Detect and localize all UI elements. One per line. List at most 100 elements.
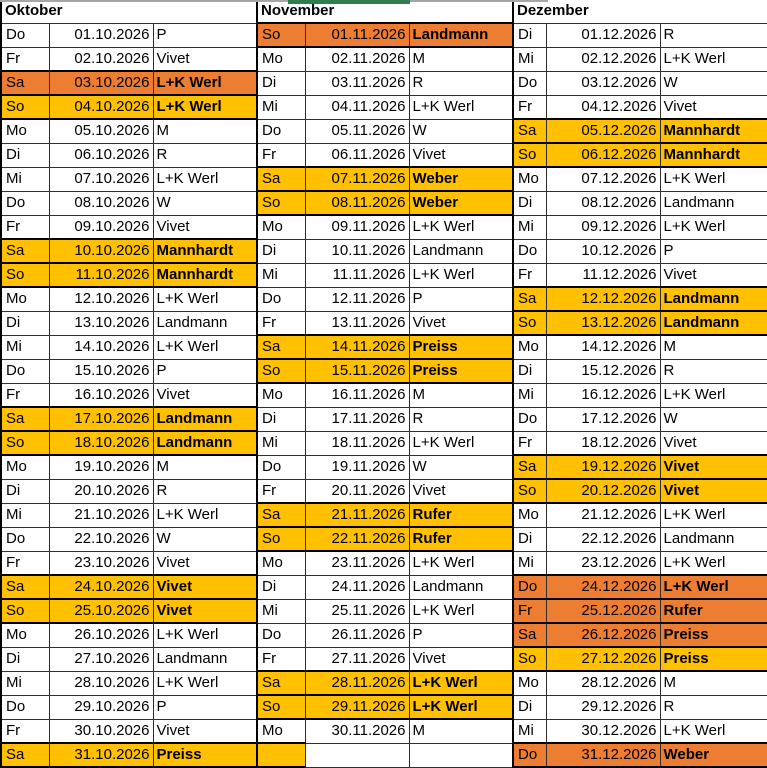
weekday-cell[interactable]: Do <box>0 358 50 384</box>
duty-name-cell[interactable]: Preiss <box>408 358 514 384</box>
duty-name-cell[interactable]: L+K Werl <box>152 166 258 192</box>
date-cell[interactable]: 18.12.2026 <box>545 430 661 456</box>
date-cell[interactable]: 28.11.2026 <box>304 670 410 696</box>
weekday-cell[interactable]: Mo <box>512 334 547 360</box>
duty-name-cell[interactable]: P <box>408 622 514 648</box>
weekday-cell[interactable]: Mi <box>512 214 547 240</box>
weekday-cell[interactable]: So <box>512 142 547 168</box>
date-cell[interactable]: 01.12.2026 <box>545 22 661 48</box>
date-cell[interactable]: 07.11.2026 <box>304 166 410 192</box>
duty-name-cell[interactable]: Vivet <box>152 550 258 576</box>
date-cell[interactable]: 24.10.2026 <box>48 574 154 600</box>
duty-name-cell[interactable]: Rufer <box>408 526 514 552</box>
date-cell[interactable]: 30.11.2026 <box>304 718 410 744</box>
weekday-cell[interactable]: Mi <box>512 718 547 744</box>
duty-name-cell[interactable]: Landmann <box>152 406 258 432</box>
month-title[interactable]: November <box>256 0 513 24</box>
date-cell[interactable]: 29.10.2026 <box>48 694 154 720</box>
weekday-cell[interactable]: Fr <box>0 382 50 408</box>
date-cell[interactable]: 03.11.2026 <box>304 70 410 96</box>
duty-name-cell[interactable]: L+K Werl <box>408 214 514 240</box>
date-cell[interactable]: 22.11.2026 <box>304 526 410 552</box>
date-cell[interactable]: 08.10.2026 <box>48 190 154 216</box>
weekday-cell[interactable]: Mo <box>0 622 50 648</box>
date-cell[interactable]: 22.10.2026 <box>48 526 154 552</box>
date-cell[interactable]: 13.12.2026 <box>545 310 661 336</box>
duty-name-cell[interactable]: Landmann <box>408 238 514 264</box>
date-cell[interactable]: 26.11.2026 <box>304 622 410 648</box>
weekday-cell[interactable]: Mi <box>256 94 306 120</box>
duty-name-cell[interactable]: Landmann <box>659 526 767 552</box>
duty-name-cell[interactable]: L+K Werl <box>659 166 767 192</box>
date-cell[interactable]: 10.11.2026 <box>304 238 410 264</box>
date-cell[interactable]: 30.12.2026 <box>545 718 661 744</box>
duty-name-cell[interactable]: Vivet <box>152 46 258 72</box>
date-cell[interactable] <box>304 742 410 768</box>
duty-name-cell[interactable]: Rufer <box>659 598 767 624</box>
duty-name-cell[interactable]: M <box>408 382 514 408</box>
duty-name-cell[interactable]: Preiss <box>659 622 767 648</box>
duty-name-cell[interactable]: Landmann <box>659 190 767 216</box>
date-cell[interactable]: 09.12.2026 <box>545 214 661 240</box>
duty-name-cell[interactable]: Landmann <box>659 286 767 312</box>
date-cell[interactable]: 19.10.2026 <box>48 454 154 480</box>
duty-name-cell[interactable]: L+K Werl <box>659 214 767 240</box>
duty-name-cell[interactable]: R <box>659 358 767 384</box>
weekday-cell[interactable]: Sa <box>0 574 50 600</box>
date-cell[interactable]: 17.10.2026 <box>48 406 154 432</box>
date-cell[interactable]: 25.10.2026 <box>48 598 154 624</box>
duty-name-cell[interactable]: Landmann <box>152 646 258 672</box>
weekday-cell[interactable]: Sa <box>256 334 306 360</box>
date-cell[interactable]: 14.10.2026 <box>48 334 154 360</box>
duty-name-cell[interactable]: P <box>152 358 258 384</box>
date-cell[interactable]: 04.11.2026 <box>304 94 410 120</box>
weekday-cell[interactable]: Mo <box>256 46 306 72</box>
weekday-cell[interactable]: Fr <box>256 478 306 504</box>
date-cell[interactable]: 13.11.2026 <box>304 310 410 336</box>
duty-name-cell[interactable]: Vivet <box>152 718 258 744</box>
duty-name-cell[interactable]: Landmann <box>659 310 767 336</box>
weekday-cell[interactable]: Do <box>256 118 306 144</box>
weekday-cell[interactable]: So <box>256 526 306 552</box>
date-cell[interactable]: 30.10.2026 <box>48 718 154 744</box>
duty-name-cell[interactable]: Mannhardt <box>152 262 258 288</box>
duty-name-cell[interactable]: L+K Werl <box>659 718 767 744</box>
weekday-cell[interactable]: Mo <box>0 286 50 312</box>
duty-name-cell[interactable]: R <box>152 478 258 504</box>
duty-name-cell[interactable]: W <box>152 526 258 552</box>
weekday-cell[interactable]: Di <box>256 574 306 600</box>
date-cell[interactable]: 27.12.2026 <box>545 646 661 672</box>
weekday-cell[interactable]: Sa <box>512 454 547 480</box>
weekday-cell[interactable]: So <box>0 262 50 288</box>
duty-name-cell[interactable]: R <box>408 70 514 96</box>
weekday-cell[interactable]: Do <box>512 574 547 600</box>
duty-name-cell[interactable]: L+K Werl <box>152 502 258 528</box>
weekday-cell[interactable]: Fr <box>256 310 306 336</box>
date-cell[interactable]: 09.10.2026 <box>48 214 154 240</box>
date-cell[interactable]: 12.11.2026 <box>304 286 410 312</box>
date-cell[interactable]: 10.12.2026 <box>545 238 661 264</box>
weekday-cell[interactable]: Sa <box>0 406 50 432</box>
duty-name-cell[interactable]: L+K Werl <box>659 574 767 600</box>
date-cell[interactable]: 16.10.2026 <box>48 382 154 408</box>
duty-name-cell[interactable]: Vivet <box>408 646 514 672</box>
weekday-cell[interactable]: Mo <box>256 550 306 576</box>
duty-name-cell[interactable]: Vivet <box>408 310 514 336</box>
date-cell[interactable]: 17.11.2026 <box>304 406 410 432</box>
date-cell[interactable]: 28.10.2026 <box>48 670 154 696</box>
duty-name-cell[interactable]: L+K Werl <box>408 262 514 288</box>
weekday-cell[interactable]: Do <box>0 526 50 552</box>
date-cell[interactable]: 25.11.2026 <box>304 598 410 624</box>
date-cell[interactable]: 16.11.2026 <box>304 382 410 408</box>
duty-name-cell[interactable]: L+K Werl <box>152 622 258 648</box>
duty-name-cell[interactable]: Preiss <box>659 646 767 672</box>
duty-name-cell[interactable]: L+K Werl <box>659 382 767 408</box>
weekday-cell[interactable]: So <box>512 310 547 336</box>
weekday-cell[interactable]: Di <box>512 22 547 48</box>
duty-name-cell[interactable]: M <box>152 454 258 480</box>
date-cell[interactable]: 02.12.2026 <box>545 46 661 72</box>
duty-name-cell[interactable]: Vivet <box>408 142 514 168</box>
duty-name-cell[interactable]: Mannhardt <box>659 118 767 144</box>
weekday-cell[interactable]: Mi <box>512 382 547 408</box>
duty-name-cell[interactable]: Preiss <box>152 742 258 768</box>
